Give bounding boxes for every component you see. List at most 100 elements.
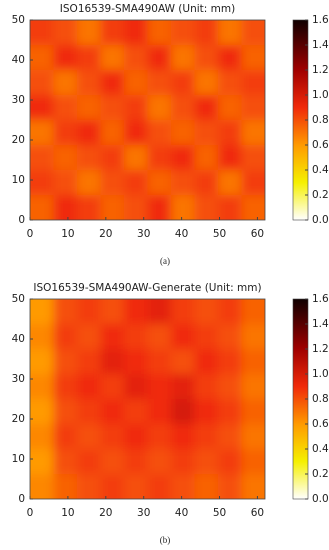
heatmap-cell bbox=[148, 95, 172, 121]
chart-title: ISO16539-SMA490AW (Unit: mm) bbox=[60, 3, 235, 15]
caption: (b) bbox=[160, 535, 171, 545]
heatmap-cell bbox=[195, 399, 219, 425]
heatmap-cell bbox=[124, 10, 148, 46]
heatmap-cell bbox=[195, 289, 219, 325]
heatmap-cell bbox=[195, 374, 219, 400]
heatmap-cell bbox=[242, 170, 276, 196]
heatmap-cell bbox=[218, 289, 242, 325]
y-tick-label: 20 bbox=[12, 413, 25, 425]
heatmap-cell bbox=[242, 120, 276, 146]
heatmap-cell bbox=[101, 449, 125, 475]
heatmap-cell bbox=[124, 120, 148, 146]
heatmap-cell bbox=[171, 324, 195, 350]
x-tick-label: 20 bbox=[99, 507, 112, 519]
x-tick-label: 60 bbox=[251, 507, 264, 519]
heatmap-cell bbox=[124, 70, 148, 96]
heatmap-cell bbox=[101, 145, 125, 171]
heatmap-cell bbox=[195, 449, 219, 475]
heatmap-cell bbox=[171, 95, 195, 121]
y-tick-label: 10 bbox=[12, 453, 25, 465]
heatmap-cell bbox=[218, 424, 242, 450]
x-tick-label: 10 bbox=[61, 228, 74, 240]
heatmap-cell bbox=[124, 170, 148, 196]
heatmap-cell bbox=[218, 324, 242, 350]
heatmap-cell bbox=[148, 349, 172, 375]
heatmap-cell bbox=[54, 424, 78, 450]
heatmap-cell bbox=[195, 10, 219, 46]
colorbar-tick-label: 0.4 bbox=[312, 164, 329, 176]
heatmap-cell bbox=[171, 170, 195, 196]
heatmap-cell bbox=[77, 145, 101, 171]
heatmap-cell bbox=[148, 424, 172, 450]
heatmap-cell bbox=[77, 449, 101, 475]
x-tick-label: 60 bbox=[251, 228, 264, 240]
heatmap-cell bbox=[195, 349, 219, 375]
heatmap-cells bbox=[20, 10, 276, 231]
heatmap-cell bbox=[77, 195, 101, 231]
heatmap-cell bbox=[101, 399, 125, 425]
heatmap-cell bbox=[195, 424, 219, 450]
heatmap-cell bbox=[218, 374, 242, 400]
heatmap-cell bbox=[171, 374, 195, 400]
heatmap-cell bbox=[77, 324, 101, 350]
heatmap-cell bbox=[148, 399, 172, 425]
heatmap-cell bbox=[171, 449, 195, 475]
colorbar-tick-label: 1.2 bbox=[312, 64, 329, 76]
x-tick-label: 50 bbox=[213, 228, 226, 240]
heatmap-cell bbox=[242, 289, 276, 325]
y-tick-label: 40 bbox=[12, 333, 25, 345]
heatmap-cell bbox=[218, 145, 242, 171]
heatmap-cell bbox=[20, 449, 54, 475]
heatmap-cell bbox=[101, 10, 125, 46]
heatmap-cell bbox=[20, 120, 54, 146]
y-tick-label: 50 bbox=[12, 14, 25, 26]
heatmap-cell bbox=[77, 45, 101, 71]
heatmap-cell bbox=[101, 324, 125, 350]
colorbar-tick-label: 1.6 bbox=[312, 14, 329, 26]
heatmap-cell bbox=[148, 474, 172, 510]
heatmap-cell bbox=[218, 45, 242, 71]
heatmap-cell bbox=[148, 374, 172, 400]
heatmap-cell bbox=[20, 474, 54, 510]
heatmap-cell bbox=[124, 424, 148, 450]
heatmap-cell bbox=[20, 170, 54, 196]
heatmap-cell bbox=[54, 349, 78, 375]
heatmap-cell bbox=[124, 474, 148, 510]
heatmap-cell bbox=[20, 374, 54, 400]
heatmap-cell bbox=[124, 324, 148, 350]
colorbar-tick-label: 0.2 bbox=[312, 468, 329, 480]
heatmap-cell bbox=[124, 349, 148, 375]
heatmap-cell bbox=[242, 399, 276, 425]
heatmap-cell bbox=[148, 195, 172, 231]
heatmap-cell bbox=[242, 145, 276, 171]
heatmap-cell bbox=[101, 474, 125, 510]
colorbar-tick-label: 0.0 bbox=[312, 493, 329, 505]
heatmap-cell bbox=[101, 195, 125, 231]
heatmap-cell bbox=[101, 374, 125, 400]
colorbar-tick-label: 0.6 bbox=[312, 418, 329, 430]
heatmap-cell bbox=[101, 120, 125, 146]
heatmap-cell bbox=[218, 10, 242, 46]
colorbar-tick-label: 0.6 bbox=[312, 139, 329, 151]
x-tick-label: 40 bbox=[175, 228, 188, 240]
heatmap-cell bbox=[218, 170, 242, 196]
heatmap-cell bbox=[242, 195, 276, 231]
heatmap-cell bbox=[124, 145, 148, 171]
heatmap-cell bbox=[54, 399, 78, 425]
heatmap bbox=[20, 10, 276, 231]
heatmap-cell bbox=[54, 70, 78, 96]
heatmap-cell bbox=[101, 70, 125, 96]
heatmap-cell bbox=[54, 145, 78, 171]
heatmap-cell bbox=[77, 70, 101, 96]
x-tick-label: 20 bbox=[99, 228, 112, 240]
heatmap-cell bbox=[242, 10, 276, 46]
heatmap-cell bbox=[20, 289, 54, 325]
heatmap-cell bbox=[171, 399, 195, 425]
heatmap-cell bbox=[101, 349, 125, 375]
heatmap-cell bbox=[77, 349, 101, 375]
x-tick-label: 0 bbox=[27, 228, 34, 240]
heatmap-cell bbox=[242, 95, 276, 121]
heatmap-cell bbox=[54, 170, 78, 196]
heatmap-cell bbox=[242, 374, 276, 400]
heatmap-cell bbox=[20, 349, 54, 375]
